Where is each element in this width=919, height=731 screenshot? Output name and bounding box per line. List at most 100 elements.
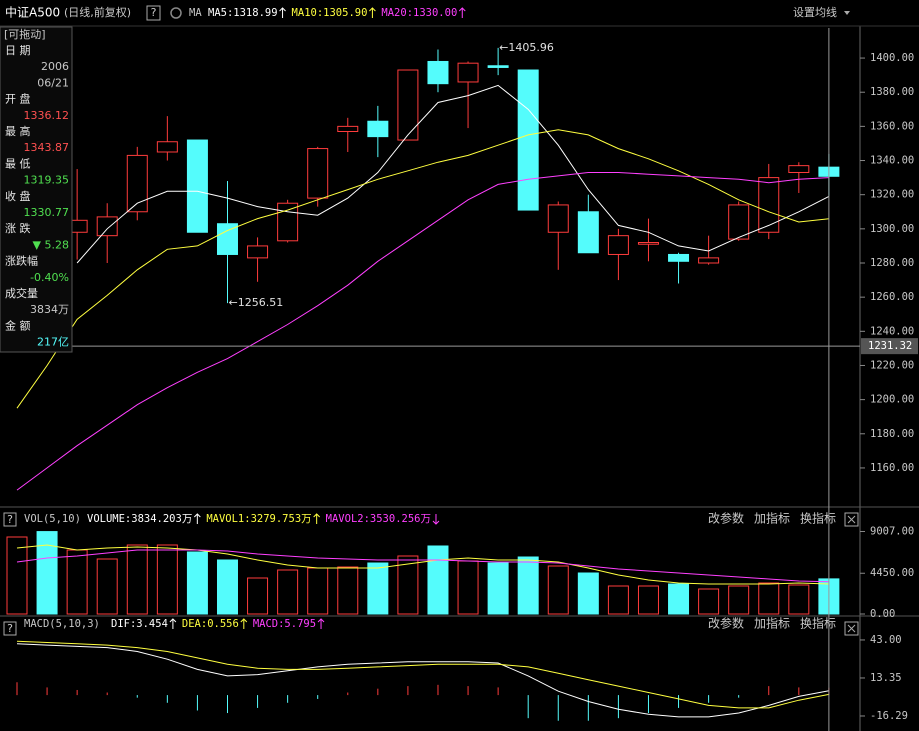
panel-title: MACD(5,10,3) bbox=[24, 618, 100, 630]
trend-arrow bbox=[313, 513, 321, 524]
candle-body bbox=[517, 69, 539, 211]
header: 中证A500 (日线,前复权) ? MA 设置均线 bbox=[5, 5, 850, 21]
candle-body bbox=[216, 223, 238, 255]
info-value: 06/21 bbox=[37, 76, 69, 89]
volume-bar bbox=[96, 558, 118, 615]
legend-entry: MAVOL1:3279.753万 bbox=[206, 513, 311, 525]
panel-button[interactable]: 换指标 bbox=[800, 511, 836, 526]
volume-bar bbox=[216, 559, 238, 615]
volume-bar bbox=[6, 536, 28, 615]
close-box[interactable] bbox=[844, 621, 859, 636]
volume-bar bbox=[758, 582, 780, 615]
info-value: 1336.12 bbox=[24, 109, 70, 122]
trend-arrow bbox=[317, 618, 325, 629]
ma-label: MA bbox=[189, 7, 202, 19]
panel-button[interactable]: 改参数 bbox=[708, 511, 744, 526]
price-annotation: ←1256.51 bbox=[228, 296, 283, 309]
settings-button[interactable]: 设置均线 bbox=[793, 5, 837, 19]
close-box[interactable] bbox=[844, 512, 859, 527]
help[interactable]: ? bbox=[151, 6, 157, 19]
info-value: 1343.87 bbox=[24, 141, 70, 154]
info-value: 1330.77 bbox=[24, 206, 70, 219]
legend-entry: DEA:0.556 bbox=[182, 618, 239, 630]
legend-entry: MA10:1305.90 bbox=[292, 7, 368, 19]
candle-body bbox=[637, 242, 659, 245]
candle-body bbox=[96, 216, 118, 237]
help-box[interactable] bbox=[3, 621, 17, 636]
candle-body bbox=[788, 165, 810, 173]
info-label: 收 盘 bbox=[5, 189, 31, 203]
volume-bar bbox=[247, 577, 269, 615]
panel-button[interactable]: 加指标 bbox=[754, 616, 790, 631]
volume-bar bbox=[607, 585, 629, 615]
volume-bar bbox=[728, 585, 750, 615]
trend-arrow bbox=[279, 7, 286, 18]
y-tick-label: 0.00 bbox=[870, 608, 895, 620]
volume-bar bbox=[36, 531, 58, 615]
candle-body bbox=[607, 235, 629, 255]
y-tick-label: 1160.00 bbox=[870, 462, 914, 474]
info-label: 涨 跌 bbox=[5, 221, 31, 235]
crosshair-box bbox=[861, 338, 918, 355]
info-value: 217亿 bbox=[37, 336, 69, 349]
y-tick-label: 1340.00 bbox=[870, 155, 914, 167]
volume-bar bbox=[457, 560, 479, 615]
volume-bar bbox=[547, 565, 569, 615]
settings-icon[interactable] bbox=[170, 7, 182, 19]
info-value: 1319.35 bbox=[24, 174, 70, 187]
volume-bar bbox=[397, 555, 419, 615]
help[interactable]: ? bbox=[7, 513, 13, 526]
y-tick-label: 1240.00 bbox=[870, 325, 914, 337]
legend-entry: MACD:5.795 bbox=[253, 618, 316, 630]
candle-body bbox=[337, 125, 359, 132]
subtitle: (日线,前复权) bbox=[64, 5, 131, 19]
info-value: -0.40% bbox=[30, 271, 69, 284]
indicator-line bbox=[76, 84, 830, 264]
info-label: 最 低 bbox=[5, 157, 31, 170]
help-box[interactable] bbox=[3, 512, 17, 527]
y-tick-label: -16.29 bbox=[870, 710, 908, 722]
panel-title: VOL(5,10) bbox=[24, 513, 81, 525]
volume-bar bbox=[337, 566, 359, 615]
info-label: 开 盘 bbox=[5, 92, 31, 106]
indicator-line bbox=[16, 643, 829, 718]
candle-body bbox=[728, 204, 750, 240]
y-tick-label: 1320.00 bbox=[870, 189, 914, 201]
candle-body bbox=[277, 202, 299, 242]
y-tick-label: 1260.00 bbox=[870, 291, 914, 303]
candle-body bbox=[367, 120, 389, 138]
candle-body bbox=[247, 245, 269, 259]
y-tick-label: 9007.00 bbox=[870, 526, 914, 538]
trend-arrow bbox=[240, 618, 248, 629]
candle-body bbox=[698, 257, 720, 264]
dropdown-icon[interactable] bbox=[844, 11, 850, 15]
y-tick-label: 4450.00 bbox=[870, 567, 914, 579]
trend-arrow bbox=[169, 618, 177, 629]
plot-layer bbox=[6, 47, 840, 721]
indicator-line bbox=[16, 129, 829, 409]
panel-button[interactable]: 换指标 bbox=[800, 616, 836, 631]
panel-button[interactable]: 加指标 bbox=[754, 511, 790, 526]
volume-bar bbox=[788, 584, 810, 615]
trend-arrow bbox=[369, 7, 376, 18]
volume-bar bbox=[156, 544, 178, 615]
volume-bar bbox=[277, 569, 299, 615]
price-annotation: ←1405.96 bbox=[499, 41, 554, 54]
volume-bar bbox=[307, 567, 329, 615]
y-tick-label: 1300.00 bbox=[870, 223, 914, 235]
indicator-line bbox=[16, 172, 829, 491]
info-label: 最 高 bbox=[5, 124, 31, 138]
help[interactable]: ? bbox=[7, 622, 13, 635]
panel-button[interactable]: 改参数 bbox=[708, 616, 744, 631]
y-tick-label: 43.00 bbox=[870, 634, 902, 646]
title: 中证A500 bbox=[5, 5, 60, 20]
volume-bar bbox=[487, 562, 509, 615]
legend-entry: MA5:1318.99 bbox=[208, 7, 278, 19]
help-box[interactable] bbox=[146, 5, 161, 21]
candle-body bbox=[397, 69, 419, 141]
info-panel[interactable] bbox=[0, 26, 73, 353]
info-label: 日 期 bbox=[5, 44, 31, 57]
volume-bar bbox=[637, 585, 659, 615]
info-value: ▼ 5.28 bbox=[33, 238, 69, 251]
